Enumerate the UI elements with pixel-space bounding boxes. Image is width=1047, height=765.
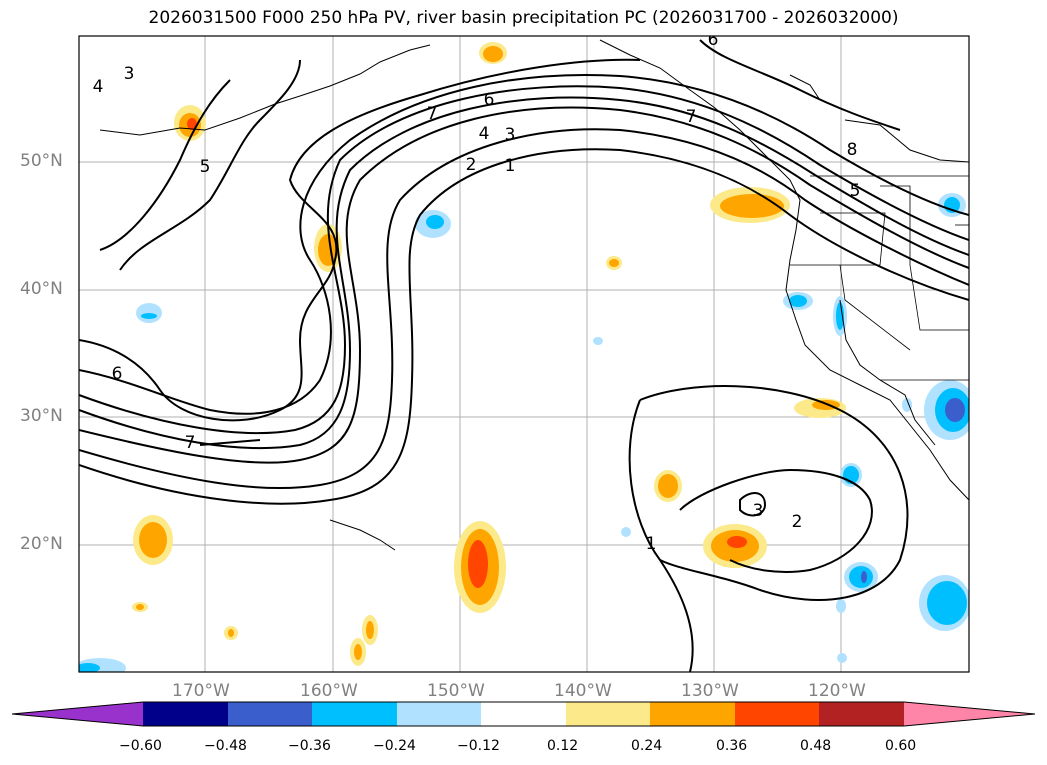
pv-contours (79, 39, 969, 672)
contour-label: 6 (484, 90, 495, 110)
contour-label: 2 (466, 155, 477, 175)
colorbar-max-extend (904, 702, 1035, 726)
contour-label: 3 (505, 125, 516, 145)
map-title: 2026031500 F000 250 hPa PV, river basin … (148, 8, 899, 28)
colorbar-tick: −0.60 (119, 738, 162, 754)
lat-label-50n: 50°N (20, 151, 63, 171)
contour-label: 3 (753, 501, 764, 521)
contour-label: 5 (200, 157, 211, 177)
colorbar-min-extend (12, 702, 143, 726)
colorbar-cell (481, 702, 566, 726)
map-border (78, 35, 970, 673)
colorbar-tick: −0.36 (288, 738, 331, 754)
contour-label: 2 (792, 512, 803, 532)
colorbar-outline (11, 701, 1036, 727)
contour-label: 1 (646, 534, 657, 554)
lon-label-160w: 160°W (300, 681, 358, 701)
contour-label: 7 (686, 107, 697, 127)
colorbar-tick: 0.24 (631, 738, 663, 754)
colorbar-cell (650, 702, 735, 726)
colorbar-tick: 0.36 (716, 738, 748, 754)
colorbar-cell (566, 702, 650, 726)
colorbar-tick: −0.12 (457, 738, 500, 754)
lon-label-150w: 150°W (427, 681, 485, 701)
colorbar-cell (228, 702, 312, 726)
colorbar-cell (397, 702, 481, 726)
political-borders (790, 175, 969, 381)
contour-label: 7 (185, 433, 196, 453)
contour-label: 5 (850, 181, 861, 201)
contour-label: 6 (112, 364, 123, 384)
contour-label: 7 (427, 104, 438, 124)
contour-label: 6 (708, 30, 719, 50)
contour-label: 4 (93, 77, 104, 97)
colorbar-cell (735, 702, 819, 726)
lon-label-130w: 130°W (681, 681, 739, 701)
contour-label: 3 (124, 64, 135, 84)
colorbar-tick: −0.24 (373, 738, 416, 754)
colorbar (11, 701, 1036, 727)
colorbar-tick: 0.12 (547, 738, 579, 754)
lon-label-120w: 120°W (808, 681, 866, 701)
colorbar-tick: −0.48 (204, 738, 247, 754)
contour-label: 4 (479, 124, 490, 144)
colorbar-tick: 0.60 (885, 738, 917, 754)
lat-label-20n: 20°N (20, 534, 63, 554)
colorbar-cell (819, 702, 904, 726)
colorbar-tick: 0.48 (800, 738, 832, 754)
lat-label-40n: 40°N (20, 279, 63, 299)
lat-label-30n: 30°N (20, 406, 63, 426)
colorbar-cell (143, 702, 228, 726)
contour-label: 8 (847, 140, 858, 160)
contour-label: 1 (505, 156, 516, 176)
precip-pc-fill (79, 42, 969, 672)
colorbar-cell (312, 702, 397, 726)
contour-label-group: 3 4 5 6 7 1 2 3 4 6 7 8 5 6 7 3 2 1 (93, 30, 861, 554)
map-frame (79, 36, 969, 672)
lon-label-140w: 140°W (554, 681, 612, 701)
lon-label-170w: 170°W (172, 681, 230, 701)
